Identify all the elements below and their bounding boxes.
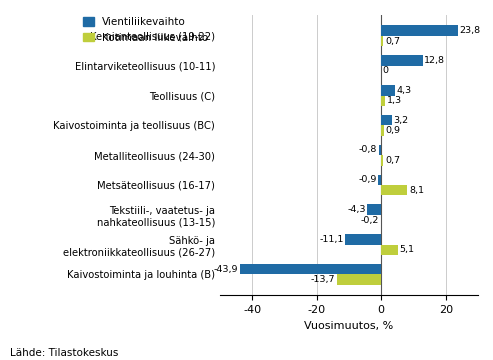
Bar — [381, 245, 398, 255]
Legend: Vientiliikevaihto, Kotimaan liikevaihto: Vientiliikevaihto, Kotimaan liikevaihto — [83, 17, 208, 42]
Text: 12,8: 12,8 — [424, 56, 445, 65]
Text: 1,3: 1,3 — [387, 96, 402, 105]
Text: 5,1: 5,1 — [399, 246, 414, 255]
Bar — [240, 264, 381, 274]
Bar — [381, 185, 407, 195]
Text: 8,1: 8,1 — [409, 186, 424, 195]
Text: -11,1: -11,1 — [319, 235, 344, 244]
Text: -43,9: -43,9 — [213, 265, 238, 274]
Text: 0,9: 0,9 — [386, 126, 401, 135]
Text: 23,8: 23,8 — [459, 26, 481, 35]
Bar — [381, 115, 391, 125]
Bar — [381, 155, 384, 166]
Bar — [381, 26, 458, 36]
Bar — [381, 36, 384, 46]
Bar — [346, 234, 381, 245]
Text: 0,7: 0,7 — [385, 156, 400, 165]
Text: -0,8: -0,8 — [358, 145, 377, 154]
Bar — [367, 204, 381, 215]
Text: -0,9: -0,9 — [358, 175, 377, 184]
Text: -0,2: -0,2 — [360, 216, 379, 225]
Bar — [381, 125, 384, 136]
Text: -13,7: -13,7 — [311, 275, 335, 284]
Text: 4,3: 4,3 — [397, 86, 412, 95]
Bar — [379, 145, 381, 155]
Text: Lähde: Tilastokeskus: Lähde: Tilastokeskus — [10, 348, 118, 358]
Text: -4,3: -4,3 — [347, 205, 366, 214]
Bar — [381, 95, 386, 106]
Text: 0,7: 0,7 — [385, 37, 400, 46]
X-axis label: Vuosimuutos, %: Vuosimuutos, % — [304, 321, 393, 330]
Text: 3,2: 3,2 — [393, 116, 408, 125]
Bar — [381, 55, 423, 66]
Bar — [378, 175, 381, 185]
Bar — [337, 274, 381, 285]
Text: 0: 0 — [383, 66, 389, 75]
Bar — [381, 85, 395, 95]
